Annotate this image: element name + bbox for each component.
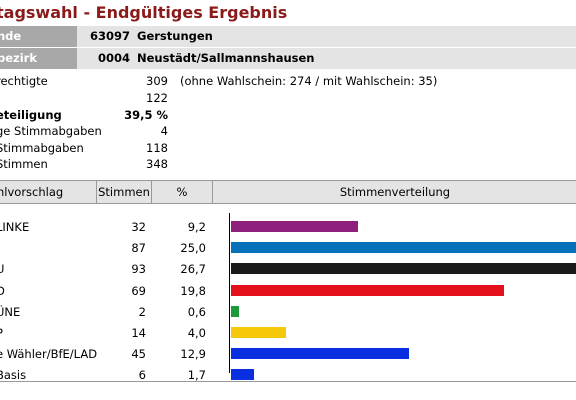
header-label: nde: [0, 26, 77, 47]
party-votes: 6: [138, 368, 146, 383]
table-bottom-divider: [0, 381, 576, 382]
stat-value: 118: [146, 141, 168, 155]
party-votes: 32: [131, 220, 146, 234]
vote-share-bar: [231, 348, 410, 360]
party-percent: 12,9: [180, 347, 206, 362]
party-name: e Wähler/BfE/LAD: [0, 347, 98, 362]
vote-share-bar: [231, 221, 358, 232]
party-votes: 14: [131, 326, 146, 340]
header-row-wahlbezirk: bezirk 0004 Neustädt/Sallmannshausen: [0, 48, 576, 69]
header-name: Neustädt/Sallmannshausen: [137, 51, 315, 65]
stat-label: rechtigte: [0, 74, 48, 88]
stat-label: ge Stimmabgaben: [0, 124, 102, 138]
party-name: LINKE: [0, 220, 30, 234]
stat-row: rechtigte 309 (ohne Wahlschein: 274 / mi…: [0, 73, 576, 90]
vote-share-bar: [231, 327, 287, 338]
vote-share-bar: [231, 284, 505, 296]
header-row-gemeinde: nde 63097 Gerstungen: [0, 26, 576, 47]
vote-share-bar: [231, 242, 576, 254]
stat-value: 4: [160, 124, 168, 138]
bar-chart-axis: [229, 213, 230, 373]
stat-value: 39,5 %: [124, 108, 168, 122]
party-percent: 1,7: [187, 368, 206, 383]
vote-share-bar: [231, 305, 240, 317]
table-row: e Wähler/BfE/LAD 45 12,9: [0, 344, 576, 365]
stat-row: Stimmen 348: [0, 156, 576, 173]
party-percent: 25,0: [180, 241, 206, 256]
party-name: Basis: [0, 368, 27, 383]
results-table-header: hlvorschlag Stimmen % Stimmenverteilung: [0, 180, 576, 204]
table-row: U 93 26,7: [0, 259, 576, 280]
stat-label: eteiligung: [0, 108, 62, 122]
party-percent: 9,2: [187, 220, 206, 234]
table-row: ÜNE 2 0,6: [0, 302, 576, 323]
header-code: 0004: [97, 51, 130, 65]
party-percent: 26,7: [180, 262, 206, 277]
party-name: ÜNE: [0, 304, 21, 319]
stat-label: Stimmabgaben: [0, 141, 84, 155]
party-percent: 19,8: [180, 283, 206, 298]
column-header-party: hlvorschlag: [0, 185, 64, 199]
party-votes: 87: [131, 241, 146, 256]
column-header-distribution: Stimmenverteilung: [212, 181, 576, 203]
header-code: 63097: [89, 29, 130, 43]
party-votes: 45: [131, 347, 146, 362]
stat-label: Stimmen: [0, 157, 48, 171]
stat-row: 122: [0, 90, 576, 107]
page-title: tagswahl - Endgültiges Ergebnis: [0, 3, 288, 22]
party-percent: 0,6: [187, 304, 206, 319]
table-row: D 69 19,8: [0, 281, 576, 302]
stat-value: 348: [146, 157, 168, 171]
table-row: LINKE 32 9,2: [0, 217, 576, 238]
party-percent: 4,0: [187, 326, 206, 340]
party-votes: 2: [138, 304, 146, 319]
table-row: 87 25,0: [0, 238, 576, 259]
header-name: Gerstungen: [137, 29, 213, 43]
vote-share-bar: [231, 263, 576, 275]
party-votes: 93: [131, 262, 146, 277]
table-row: Basis 6 1,7: [0, 365, 576, 386]
stat-row: eteiligung 39,5 %: [0, 107, 576, 124]
party-name: U: [0, 262, 5, 277]
stat-row: ge Stimmabgaben 4: [0, 123, 576, 140]
header-label: bezirk: [0, 48, 77, 69]
party-name: P: [0, 323, 3, 344]
party-votes: 69: [131, 283, 146, 298]
table-row: P 14 4,0: [0, 323, 576, 344]
party-name: D: [0, 283, 5, 298]
stat-value: 309: [146, 74, 168, 88]
vote-share-bar: [231, 369, 255, 381]
stat-row: Stimmabgaben 118: [0, 140, 576, 157]
column-header-percent: %: [151, 181, 212, 203]
stat-value: 122: [146, 91, 168, 105]
column-header-votes: Stimmen: [96, 181, 151, 203]
stat-note: (ohne Wahlschein: 274 / mit Wahlschein: …: [180, 74, 438, 88]
